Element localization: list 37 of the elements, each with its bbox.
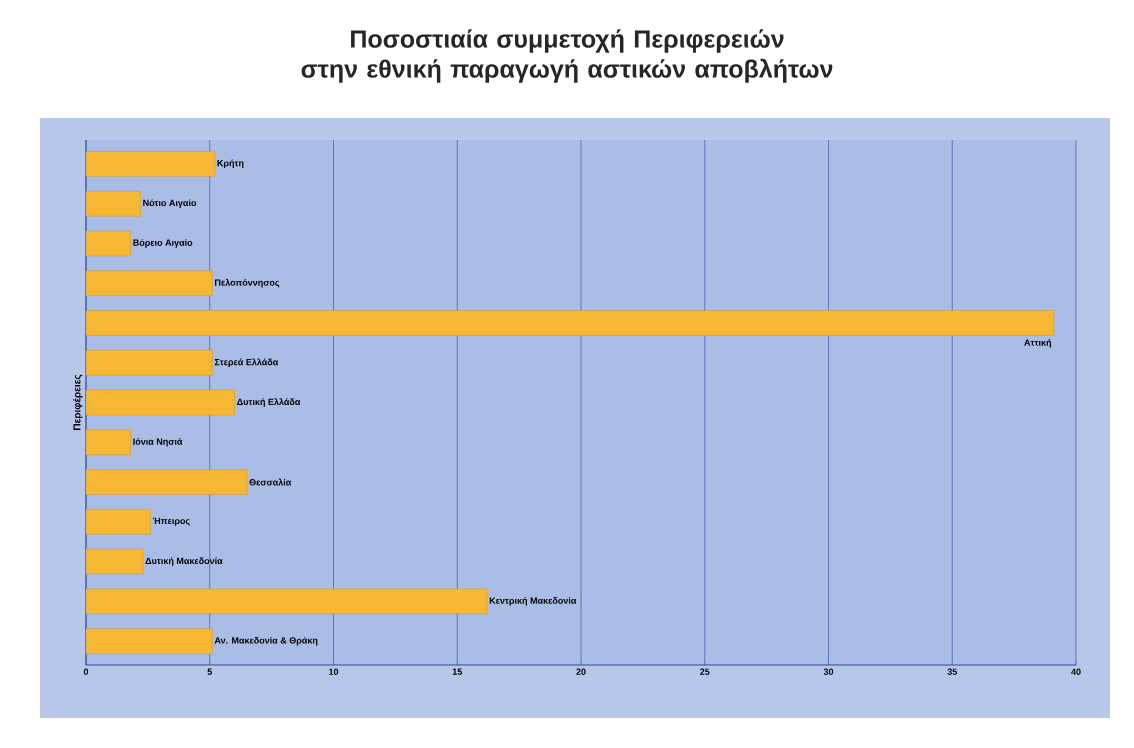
y-tick-label: Στερεά Ελλάδα — [214, 358, 279, 368]
y-tick-label: Νότιο Αιγαίο — [143, 199, 197, 208]
x-tick-label: 40 — [1071, 668, 1081, 675]
y-tick-label: Ήπειρος — [152, 517, 190, 526]
y-tick-label: Κρήτη — [217, 159, 244, 169]
bar — [85, 429, 131, 455]
bar — [85, 310, 1054, 336]
y-tick-label: Ιόνια Νησιά — [133, 438, 183, 447]
bar — [85, 151, 215, 177]
bar — [85, 270, 213, 296]
y-tick-label: Δυτική Ελλάδα — [237, 398, 301, 407]
bar — [85, 469, 248, 495]
bar — [85, 389, 235, 416]
x-tick-label: 15 — [452, 668, 463, 675]
x-tick-label: 10 — [329, 668, 339, 675]
x-tick-label: 25 — [700, 668, 710, 675]
bar — [85, 548, 144, 575]
x-tick-label: 35 — [947, 668, 958, 675]
y-tick-label: Πελοπόννησος — [215, 278, 280, 288]
x-tick-label: 30 — [823, 668, 834, 675]
chart-title: Ποσοστιαία συμμετοχή Περιφερειών στην εθνική παραγωγή αστικών αποβλήτων — [301, 29, 833, 83]
y-axis-title: Περιφέρειες — [73, 374, 83, 430]
bar — [85, 230, 131, 257]
x-tick-label: 20 — [576, 668, 586, 675]
bar — [85, 190, 141, 217]
x-tick-label: 0 — [83, 668, 89, 675]
y-tick-label: Αττική — [1024, 339, 1051, 348]
x-tick-label: 5 — [207, 668, 212, 675]
y-tick-label: Δυτική Μακεδονία — [145, 557, 223, 566]
y-tick-label: Θεσσαλία — [249, 478, 292, 486]
y-tick-label: Κεντρική Μακεδονία — [489, 597, 577, 606]
bar — [85, 509, 151, 535]
bar — [85, 628, 213, 654]
bar — [85, 588, 488, 615]
y-tick-label: Βόρειο Αιγαίο — [133, 239, 193, 248]
bar — [85, 350, 213, 376]
y-tick-label: Αν. Μακεδονία & Θράκη — [214, 636, 318, 646]
